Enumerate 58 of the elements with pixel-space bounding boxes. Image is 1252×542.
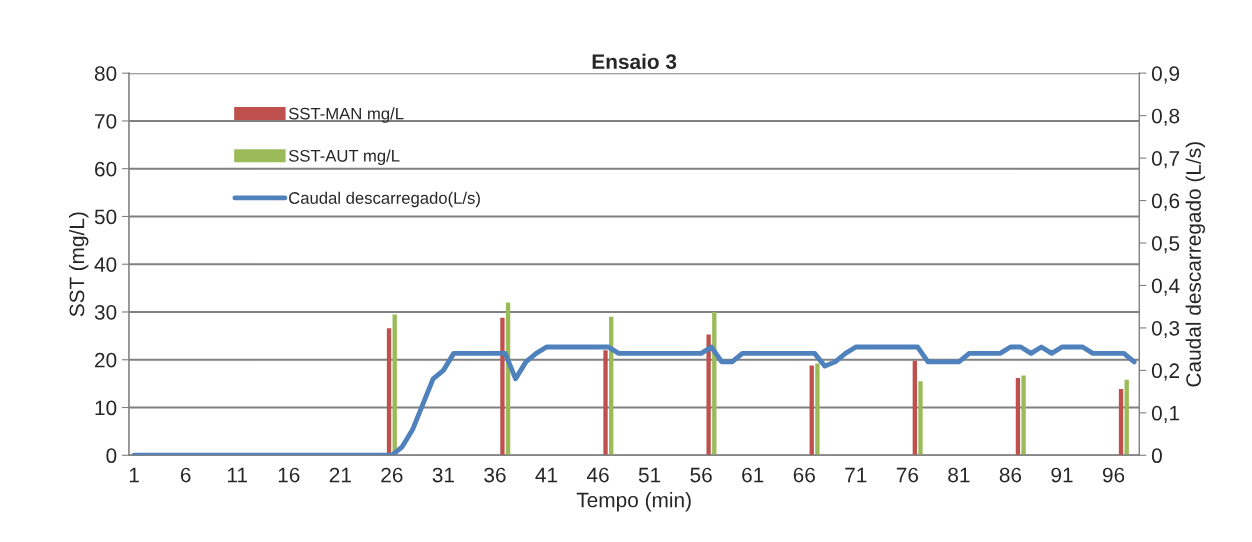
x-axis-title: Tempo (min) (576, 492, 691, 512)
bar (603, 350, 608, 456)
x-tick-label: 71 (845, 467, 867, 483)
bar (386, 328, 392, 456)
y2-tick-label: 0,5 (1151, 236, 1180, 254)
chart-title: Ensaio 3 (592, 53, 677, 70)
y-tick-label: 80 (94, 66, 117, 81)
x-tick-label: 41 (535, 467, 558, 483)
bar (912, 360, 917, 456)
y2-tick-label: 0,9 (1151, 66, 1180, 84)
x-tick-label: 66 (793, 467, 815, 483)
x-tick-label: 16 (278, 467, 300, 483)
y-tick-label: 50 (94, 209, 117, 225)
bar (815, 363, 820, 456)
bar (500, 317, 505, 456)
y-tick-label: 20 (95, 352, 117, 368)
y-tick-label: 60 (95, 161, 117, 177)
x-tick-label: 11 (227, 467, 248, 483)
y2-axis-title: Caudal descarregado (L/s) (1185, 142, 1206, 387)
x-tick-label: 31 (432, 467, 454, 483)
y2-tick-label: 0,6 (1151, 193, 1180, 211)
y2-tick-label: 0,3 (1151, 320, 1180, 339)
x-tick-label: 6 (180, 467, 191, 483)
y2-tick-label: 0,8 (1151, 108, 1180, 126)
x-tick-label: 1 (129, 467, 139, 483)
y2-tick-label: 0,2 (1151, 363, 1180, 381)
y-tick-label: 70 (95, 113, 117, 129)
bar (809, 365, 814, 456)
x-tick-label: 81 (948, 467, 970, 483)
y-tick-label: 30 (94, 304, 117, 320)
x-tick-label: 61 (742, 467, 764, 483)
x-tick-label: 56 (690, 467, 712, 483)
y2-tick-label: 0,1 (1151, 405, 1180, 424)
y-tick-label: 40 (94, 257, 117, 272)
x-tick-label: 26 (381, 467, 403, 483)
bar (706, 334, 711, 456)
x-tick-label: 91 (1051, 467, 1073, 483)
y2-tick-label: 0,4 (1151, 278, 1180, 296)
y2-tick-label: 0 (1151, 448, 1162, 464)
y-axis-title: SST (mg/L) (69, 212, 89, 317)
y-tick-label: 0 (106, 448, 117, 464)
x-tick-label: 46 (586, 467, 609, 483)
y-tick-label: 10 (95, 400, 117, 416)
bar (1015, 377, 1021, 456)
bar (1124, 379, 1129, 456)
x-tick-label: 76 (896, 467, 919, 483)
bar (918, 381, 923, 456)
legend-label: Caudal descarregado(L/s) (289, 191, 480, 208)
x-tick-label: 36 (484, 467, 506, 483)
bar (1118, 388, 1124, 456)
y2-tick-label: 0,7 (1151, 151, 1180, 169)
x-tick-label: 51 (638, 467, 661, 483)
legend-label: SST-MAN mg/L (288, 107, 404, 123)
bar (1021, 375, 1026, 456)
x-tick-label: 21 (329, 467, 351, 483)
x-tick-label: 86 (999, 467, 1022, 483)
legend-label: SST-AUT mg/L (288, 149, 400, 166)
x-tick-label: 96 (1102, 467, 1125, 483)
